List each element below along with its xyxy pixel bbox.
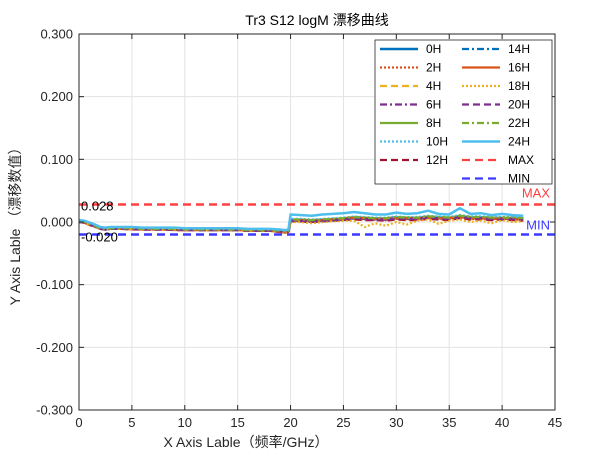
series-lines [78,206,524,234]
reference-lines [79,203,555,236]
legend-label-2h: 2H [426,61,441,75]
legend: 0H 2H 4H 6H 8H 10H 12H 14H 16H 18H 20H 22H 24H MAX MIN [374,39,553,186]
x-tick-label: 35 [442,415,456,430]
legend-label-16h: 16H [508,61,530,75]
y-tick-label: -0.200 [36,340,73,355]
y-axis-label: Y Axis Lable （漂移数值） [7,141,23,306]
x-tick-label: 5 [128,415,135,430]
y-tick-label: 0.000 [40,215,73,230]
ref-name-label-max: MAX [522,185,551,200]
x-tick-label: 45 [548,415,562,430]
legend-label-min: MIN [508,172,530,186]
x-tick-label: 40 [495,415,509,430]
x-tick-label: 0 [75,415,82,430]
y-tick-label: 0.300 [40,27,73,42]
y-tick-label: -0.100 [36,277,73,292]
ref-name-label-min: MIN [526,218,550,233]
x-tick-label: 10 [178,415,192,430]
legend-label-0h: 0H [426,42,441,56]
x-tick-label: 30 [389,415,403,430]
legend-label-8h: 8H [426,116,441,130]
x-tick-label: 20 [283,415,297,430]
series-line-20h [78,215,524,234]
ref-value-label-min: -0.020 [81,230,118,245]
legend-label-6h: 6H [426,98,441,112]
axis-ticks: 0 5 10 15 20 25 30 35 40 45 -0.300 -0.200 -0.100 0.00… [36,27,562,431]
chart-title: Tr3 S12 logM 漂移曲线 [245,12,388,28]
reference-labels: 0.028 MAX -0.020 MIN [81,185,550,244]
x-tick-label: 25 [336,415,350,430]
legend-label-max: MAX [508,153,534,167]
y-tick-label: -0.300 [36,403,73,418]
legend-label-18h: 18H [508,79,530,93]
legend-label-22h: 22H [508,116,530,130]
y-tick-label: 0.100 [40,152,73,167]
legend-label-12h: 12H [426,153,448,167]
legend-label-4h: 4H [426,79,441,93]
x-tick-label: 15 [230,415,244,430]
x-axis-label: X Axis Lable（频率/GHz） [164,434,329,450]
legend-label-14h: 14H [508,42,530,56]
series-line-24h [78,206,524,232]
y-tick-label: 0.200 [40,89,73,104]
legend-label-10h: 10H [426,135,448,149]
legend-label-24h: 24H [508,135,530,149]
ref-value-label-max: 0.028 [81,198,114,213]
legend-label-20h: 20H [508,98,530,112]
